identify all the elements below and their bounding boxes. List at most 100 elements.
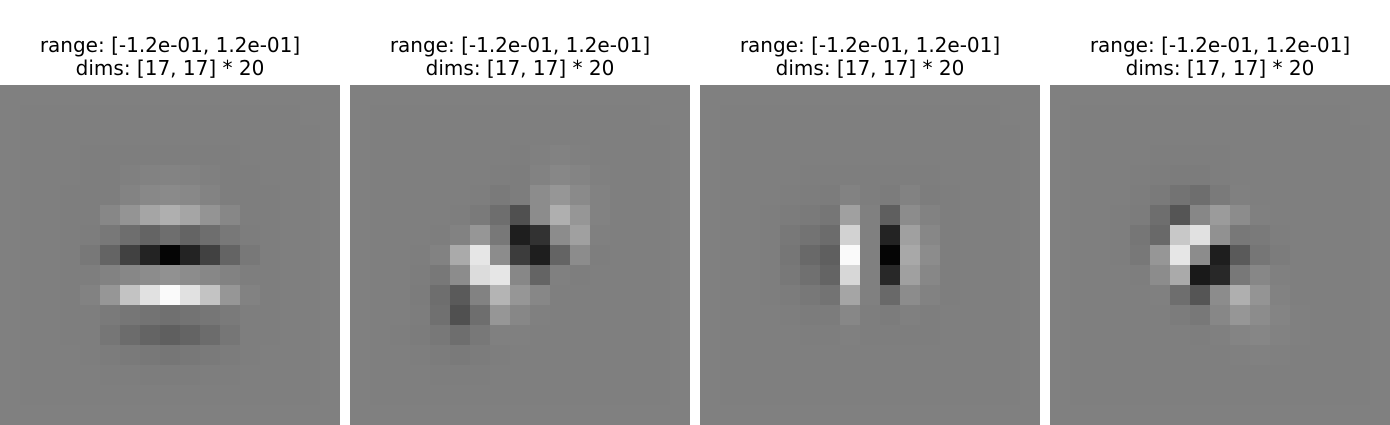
filter-pixel (1270, 85, 1290, 105)
filter-pixel (960, 185, 980, 205)
filter-pixel (20, 225, 40, 245)
filter-pixel (510, 225, 530, 245)
filter-pixel (40, 385, 60, 405)
filter-pixel (140, 125, 160, 145)
filter-pixel (1130, 165, 1150, 185)
filter-pixel (220, 85, 240, 105)
filter-pixel (1130, 145, 1150, 165)
filter-pixel (1110, 125, 1130, 145)
filter-pixel (410, 225, 430, 245)
filter-pixel (760, 345, 780, 365)
filter-pixel (1230, 265, 1250, 285)
filter-pixel (940, 305, 960, 325)
filter-pixel (1250, 145, 1270, 165)
filter-pixel (1190, 85, 1210, 105)
filter-pixel (740, 285, 760, 305)
filter-pixel (1090, 185, 1110, 205)
filter-pixel (430, 365, 450, 385)
filter-pixel (920, 205, 940, 225)
filter-pixel (610, 385, 630, 405)
filter-pixel (740, 305, 760, 325)
filter-pixel (570, 185, 590, 205)
filter-pixel (610, 245, 630, 265)
filter-pixel (1310, 165, 1330, 185)
filter-pixel (530, 185, 550, 205)
filter-pixel (140, 385, 160, 405)
filter-pixel (740, 405, 760, 425)
filter-pixel (980, 185, 1000, 205)
filter-pixel (920, 225, 940, 245)
filter-pixel (450, 245, 470, 265)
filter-pixel (1070, 85, 1090, 105)
filter-pixel (1070, 325, 1090, 345)
filter-pixel (570, 85, 590, 105)
filter-pixel (650, 245, 670, 265)
filter-pixel (1130, 265, 1150, 285)
filter-pixel (650, 145, 670, 165)
filter-pixel (860, 185, 880, 205)
filter-pixel (530, 305, 550, 325)
filter-pixel (240, 385, 260, 405)
filter-pixel (940, 265, 960, 285)
filter-pixel (280, 405, 300, 425)
filter-pixel (100, 205, 120, 225)
filter-pixel (1000, 405, 1020, 425)
filter-pixel (610, 325, 630, 345)
filter-pixel (1270, 365, 1290, 385)
filter-pixel (40, 305, 60, 325)
filter-pixel (570, 405, 590, 425)
filter-pixel (1330, 105, 1350, 125)
filter-pixel (1230, 105, 1250, 125)
filter-pixel (370, 205, 390, 225)
filter-pixel (350, 325, 370, 345)
filter-pixel (240, 305, 260, 325)
filter-pixel (1170, 225, 1190, 245)
filter-pixel (940, 325, 960, 345)
filter-pixel (200, 85, 220, 105)
filter-pixel (630, 365, 650, 385)
filter-pixel (450, 225, 470, 245)
filter-pixel (180, 385, 200, 405)
filter-pixel (430, 185, 450, 205)
filter-pixel (1090, 345, 1110, 365)
filter-pixel (900, 305, 920, 325)
filter-pixel (550, 385, 570, 405)
filter-image (700, 85, 1040, 425)
filter-pixel (280, 325, 300, 345)
filter-pixel (120, 305, 140, 325)
filter-pixel (260, 285, 280, 305)
filter-pixel (450, 385, 470, 405)
filter-pixel (530, 265, 550, 285)
filter-pixel (1110, 325, 1130, 345)
filter-pixel (1250, 85, 1270, 105)
filter-pixel (1190, 125, 1210, 145)
filter-pixel (20, 365, 40, 385)
filter-pixel (1070, 265, 1090, 285)
filter-pixel (1110, 105, 1130, 125)
filter-pixel (510, 385, 530, 405)
filter-pixel (1330, 405, 1350, 425)
filter-pixel (490, 385, 510, 405)
filter-pixel (430, 205, 450, 225)
filter-pixel (800, 185, 820, 205)
filter-pixel (300, 285, 320, 305)
filter-pixel (1210, 265, 1230, 285)
filter-pixel (590, 345, 610, 365)
filter-pixel (470, 385, 490, 405)
filter-pixel (1130, 85, 1150, 105)
filter-pixel (240, 245, 260, 265)
filter-pixel (300, 325, 320, 345)
filter-pixel (840, 385, 860, 405)
filter-pixel (760, 105, 780, 125)
filter-pixel (1190, 345, 1210, 365)
filter-pixel (200, 225, 220, 245)
filter-pixel (550, 305, 570, 325)
filter-pixel (40, 165, 60, 185)
filter-pixel (860, 345, 880, 365)
filter-pixel (120, 245, 140, 265)
filter-pixel (550, 85, 570, 105)
filter-pixel (1020, 405, 1040, 425)
filter-pixel (900, 265, 920, 285)
filter-pixel (590, 385, 610, 405)
filter-pixel (980, 165, 1000, 185)
